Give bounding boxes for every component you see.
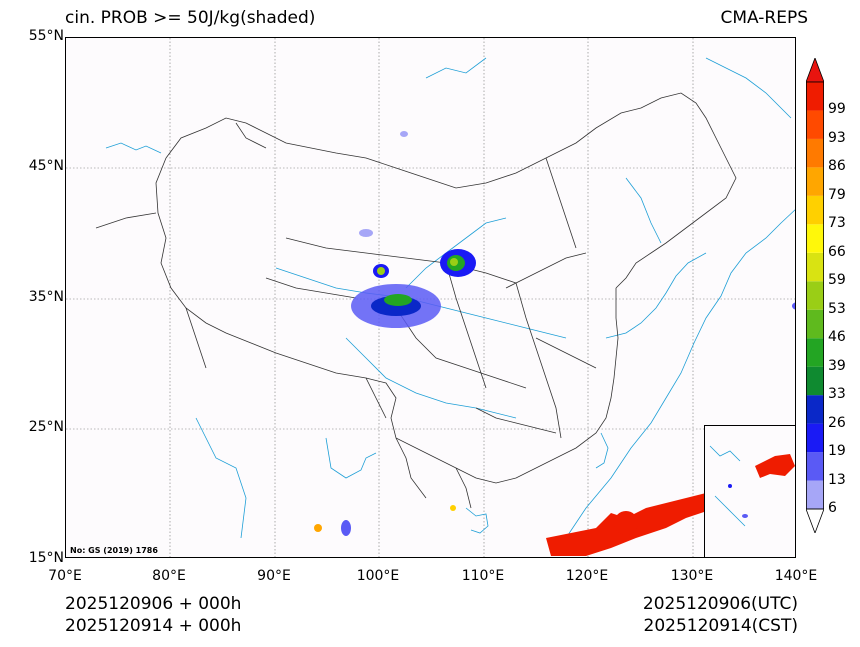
colorbar-tick-label: 19	[828, 443, 846, 460]
colorbar-segment	[806, 281, 824, 310]
init-time-cst: 2025120914 + 000h	[65, 616, 242, 636]
lat-tick-label: 55°N	[28, 28, 64, 44]
colorbar-tick-label: 93	[828, 129, 846, 146]
init-time-utc: 2025120906 + 000h	[65, 594, 242, 614]
colorbar-segment	[806, 138, 824, 168]
colorbar-tick-label: 26	[828, 414, 846, 431]
graticule	[66, 38, 795, 557]
colorbar-segment	[806, 252, 824, 282]
lon-tick-label: 100°E	[356, 568, 400, 584]
colorbar-segment	[806, 82, 824, 111]
lon-tick-label: 90°E	[257, 568, 291, 584]
colorbar-segment	[806, 309, 824, 339]
colorbar-segment	[806, 195, 824, 225]
chart-title: cin. PROB >= 50J/kg(shaded)	[65, 8, 316, 28]
colorbar-tick-label: 59	[828, 272, 846, 289]
colorbar-tick-label: 53	[828, 300, 846, 317]
colorbar-under-triangle	[806, 508, 824, 533]
lat-tick-label: 25°N	[28, 419, 64, 435]
colorbar-tick-label: 6	[828, 500, 837, 516]
lon-tick-label: 130°E	[670, 568, 714, 584]
probability-shading	[314, 131, 795, 556]
colorbar-segment	[806, 338, 824, 367]
colorbar-tick-label: 13	[828, 471, 846, 488]
coastlines	[105, 57, 795, 539]
lon-tick-label: 110°E	[461, 568, 505, 584]
colorbar-segment	[806, 423, 824, 453]
map-canvas	[66, 38, 795, 557]
colorbar-segment	[806, 224, 824, 253]
lat-tick-label: 15°N	[28, 550, 64, 566]
colorbar-segment	[806, 167, 824, 196]
valid-time-cst: 2025120914(CST)	[643, 616, 798, 636]
colorbar-segment	[806, 480, 824, 509]
source-note: No: GS (2019) 1786	[70, 546, 158, 555]
model-name: CMA-REPS	[720, 8, 808, 28]
colorbar-tick-label: 99	[828, 101, 846, 118]
colorbar-segment	[806, 452, 824, 481]
colorbar-tick-label: 46	[828, 329, 846, 346]
colorbar-over-triangle	[806, 58, 824, 83]
colorbar-tick-label: 79	[828, 186, 846, 203]
lat-tick-label: 45°N	[28, 158, 64, 174]
lon-tick-label: 120°E	[565, 568, 609, 584]
colorbar-tick-label: 66	[828, 243, 846, 260]
lon-tick-label: 80°E	[152, 568, 186, 584]
colorbar-segment	[806, 366, 824, 396]
colorbar-segment	[806, 395, 824, 424]
valid-time-utc: 2025120906(UTC)	[642, 594, 798, 614]
map-panel[interactable]: No: GS (2019) 1786	[65, 37, 796, 558]
inset-map	[704, 425, 795, 557]
colorbar-tick-label: 73	[828, 215, 846, 232]
colorbar-tick-label: 33	[828, 386, 846, 403]
lat-tick-label: 35°N	[28, 289, 64, 305]
lon-tick-label: 70°E	[48, 568, 82, 584]
colorbar	[806, 58, 824, 533]
colorbar-tick-label: 86	[828, 158, 846, 175]
colorbar-tick-label: 39	[828, 357, 846, 374]
lon-tick-label: 140°E	[774, 568, 818, 584]
borders	[95, 92, 737, 509]
colorbar-segment	[806, 110, 824, 139]
